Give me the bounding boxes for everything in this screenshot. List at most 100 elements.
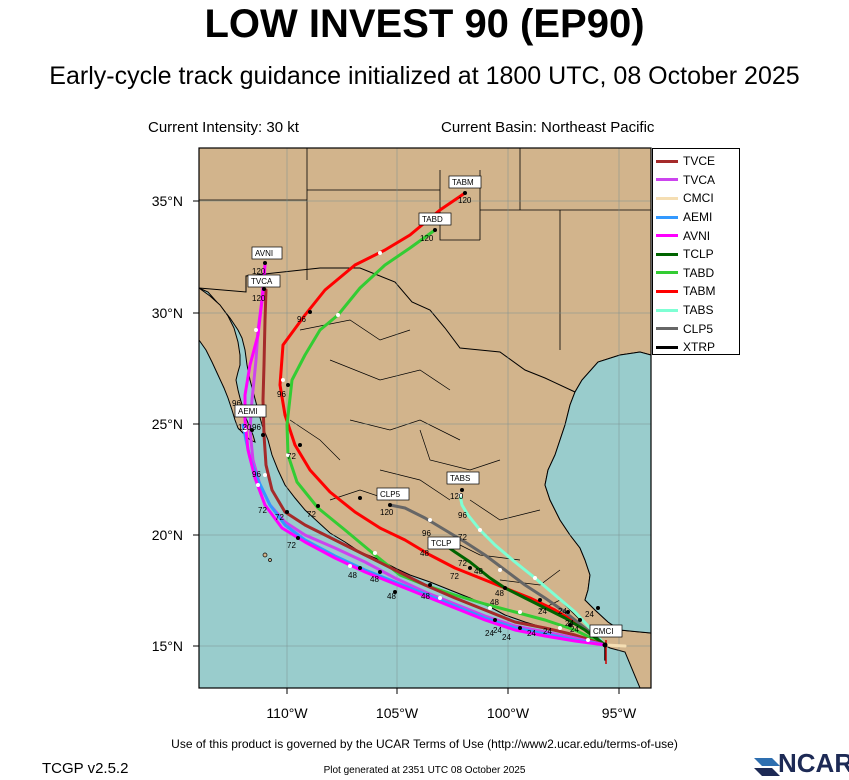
terms-of-use-text: Use of this product is governed by the U… [171, 737, 678, 751]
legend-swatch [656, 252, 678, 256]
hour-label: 48 [420, 549, 429, 558]
hour-label: 96 [252, 423, 261, 432]
legend-swatch [656, 196, 678, 200]
track-tabd [285, 228, 607, 647]
axis-ticks [193, 200, 620, 694]
hour-label: 72 [458, 533, 467, 542]
hour-label: 72 [307, 510, 316, 519]
legend-item-cmci: CMCI [653, 189, 739, 208]
legend-label: AVNI [683, 228, 711, 243]
lon-tick-label: 105°W [376, 705, 419, 721]
legend-swatch [656, 289, 678, 293]
lat-tick-label: 35°N [152, 193, 183, 209]
page-title: LOW INVEST 90 (EP90) [204, 2, 645, 46]
hour-label: 24 [585, 610, 594, 619]
svg-text:AEMI: AEMI [238, 407, 258, 416]
track-clp5 [388, 503, 607, 647]
hour-label: 24 [502, 633, 511, 642]
version-label: TCGP v2.5.2 [42, 760, 129, 777]
legend-swatch [656, 215, 678, 219]
hour-label: 48 [421, 592, 430, 601]
track-tclp [443, 543, 607, 647]
tag-tabs: TABS [446, 471, 480, 485]
tag-avni: AVNI [251, 246, 283, 260]
hour-label: 48 [490, 598, 499, 607]
hour-label: 120 [380, 508, 394, 517]
map-island [268, 558, 272, 562]
hour-label: 96 [458, 511, 467, 520]
legend-swatch [656, 234, 678, 238]
legend-item-avni: AVNI [653, 226, 739, 245]
svg-text:TABM: TABM [452, 178, 474, 187]
legend-item-tabd: TABD [653, 264, 739, 283]
map-border-us-mexico [199, 267, 576, 393]
lat-tick-label: 20°N [152, 527, 183, 543]
tag-tvca: TVCA [247, 274, 281, 288]
hour-label: 48 [495, 589, 504, 598]
svg-text:CLP5: CLP5 [380, 490, 401, 499]
legend-item-tabs: TABS [653, 301, 739, 320]
lat-tick-label: 30°N [152, 305, 183, 321]
hour-label: 96 [297, 315, 306, 324]
track-avni [243, 263, 607, 647]
legend-swatch [656, 327, 678, 331]
legend-label: XTRP [683, 340, 716, 355]
legend-swatch [656, 159, 678, 163]
hour-label: 96 [252, 470, 261, 479]
hour-label: 24 [543, 627, 552, 636]
hour-label: 72 [458, 559, 467, 568]
legend-label: TVCA [683, 172, 716, 187]
ncar-logo-icon [754, 758, 780, 776]
hour-label: 120 [420, 234, 434, 243]
track-dots [243, 251, 590, 642]
tag-tabd: TABD [418, 212, 452, 226]
map-frame [198, 147, 652, 689]
legend-item-clp5: CLP5 [653, 319, 739, 338]
ncar-logo-text: NCAR [778, 748, 849, 778]
svg-text:CMCI: CMCI [593, 627, 613, 636]
tag-tclp: TCLP [427, 536, 461, 550]
legend-label: CLP5 [683, 321, 714, 336]
map-gulf [544, 351, 651, 634]
map-border-states [199, 148, 651, 350]
hour-label: 72 [275, 513, 284, 522]
hour-label: 96 [277, 390, 286, 399]
tag-clp5: CLP5 [376, 487, 410, 501]
lon-tick-label: 100°W [487, 705, 530, 721]
legend-item-tvca: TVCA [653, 171, 739, 190]
hour-label: 96 [422, 529, 431, 538]
current-intensity: Current Intensity: 30 kt [148, 119, 299, 136]
svg-text:TABD: TABD [422, 215, 443, 224]
legend-item-tvce: TVCE [653, 152, 739, 171]
hour-label: 24 [538, 607, 547, 616]
hour-label: 24 [565, 619, 574, 628]
lat-tick-label: 25°N [152, 416, 183, 432]
legend-swatch [656, 271, 678, 275]
legend-label: TABD [683, 265, 715, 280]
tag-tabm: TABM [448, 175, 482, 189]
hour-label: 48 [370, 575, 379, 584]
hour-label: 48 [474, 567, 483, 576]
lat-tick-label: 15°N [152, 638, 183, 654]
legend-item-aemi: AEMI [653, 208, 739, 227]
legend-item-tclp: TCLP [653, 245, 739, 264]
legend-label: TABS [683, 303, 714, 318]
hour-label: 48 [387, 592, 396, 601]
legend-swatch [656, 308, 678, 312]
current-basin: Current Basin: Northeast Pacific [441, 119, 655, 136]
legend-swatch [656, 345, 678, 349]
tag-aemi: AEMI [234, 404, 267, 418]
hour-label: 24 [527, 629, 536, 638]
hour-label: 96 [232, 399, 241, 408]
track-aemi [241, 423, 607, 647]
lon-tick-label: 95°W [602, 705, 637, 721]
plot-generated-text: Plot generated at 2351 UTC 08 October 20… [323, 765, 526, 776]
tag-cmci: CMCI [589, 624, 623, 638]
lon-tick-label: 110°W [266, 705, 308, 721]
svg-text:TVCA: TVCA [251, 277, 273, 286]
page-subtitle: Early-cycle track guidance initialized a… [49, 62, 800, 90]
hour-label: 24 [493, 626, 502, 635]
legend-item-tabm: TABM [653, 282, 739, 301]
map-island [262, 552, 268, 558]
hour-label: 120 [450, 492, 464, 501]
